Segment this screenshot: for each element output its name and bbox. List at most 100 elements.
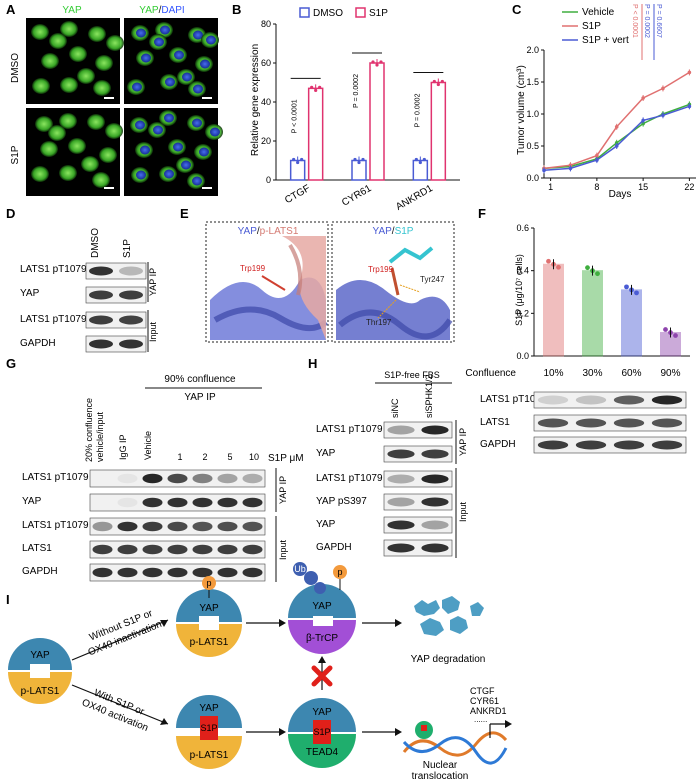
gene-ctgf: CTGF [470, 686, 495, 696]
panel-e: E YAP/p-LATS1 YAP/S1P Trp199 Trp199 Tyr2… [180, 206, 455, 343]
phospho-label-btrcp: p [337, 567, 342, 577]
panel-c-pvalue-3: P = 0.6607 [655, 4, 662, 38]
panel-h-group-input: Input [458, 501, 468, 522]
gene-cyr61: CYR61 [470, 696, 499, 706]
x-tick-label: CTGF [283, 183, 312, 206]
bar-point [414, 157, 418, 162]
p-value: P = 0.0002 [353, 74, 360, 108]
cell-body [49, 33, 67, 49]
blot-band [575, 440, 607, 450]
panel-c-pvalue-2: P = 0.0002 [643, 4, 650, 38]
nuclear-translocation-line2: translocation [412, 771, 469, 780]
chart-b: 0 20 40 60 80 CTGF P < 0.0001 CYR61 P = 0.0002 AN… [261, 19, 460, 213]
panel-c-pvalue-1: P < 0.0001 [631, 4, 638, 38]
blot-band [537, 418, 569, 428]
micrograph-grid [26, 18, 223, 196]
cell-body [87, 114, 105, 130]
bar-point [440, 79, 444, 84]
transcription-arrow-head [505, 720, 512, 728]
panel-e-letter: E [180, 206, 189, 221]
panel-g-group-input: Input [278, 539, 288, 560]
blot-band [89, 266, 113, 276]
cell-nucleus [136, 28, 146, 38]
blot-band [242, 521, 263, 532]
panel-h-row-1: LATS1 pT1079 [316, 424, 383, 435]
left-plats1-label: p-LATS1 [21, 686, 60, 697]
cell-nucleus [206, 35, 216, 45]
panel-h-header: S1P-free FBS [384, 370, 440, 380]
blot-band [537, 440, 569, 450]
panel-f-letter: F [478, 206, 486, 221]
panel-i-letter: I [6, 592, 10, 607]
y-tick-label: 2.0 [526, 45, 539, 55]
tead4-label: TEAD4 [306, 747, 339, 758]
bar [582, 270, 603, 357]
blot-band [192, 497, 213, 508]
cell-body [40, 141, 58, 157]
x-tick-label: 8 [594, 182, 599, 192]
y-tick-label: 0.0 [516, 351, 529, 361]
blot-band [387, 520, 415, 530]
legend-c-s1pvert: S1P + vert [582, 35, 629, 46]
cell-body [60, 21, 78, 37]
arrow-bottom-1-head [279, 728, 286, 736]
y-tick-label: 0.4 [516, 266, 529, 276]
blot-band [192, 473, 213, 484]
panel-h-col-sinc: siNC [390, 398, 400, 418]
btrcp-label: β-TrCP [306, 633, 338, 644]
cell-nucleus [173, 142, 183, 152]
panel-g-lane-2: 2 [202, 452, 207, 462]
y-tick-label: 0 [266, 175, 271, 185]
blot-f [533, 391, 687, 454]
top-plats1-label: p-LATS1 [190, 637, 229, 648]
panel-c-xlabel: Days [609, 189, 632, 200]
blot-band [167, 497, 188, 508]
panel-h: H S1P-free FBS siNC siSPHK1/2 LATS1 pT10… [308, 356, 468, 558]
legend-c-vehicle: Vehicle [582, 7, 615, 18]
cell-body [48, 125, 66, 141]
blot-band [421, 474, 449, 484]
cell-body [88, 26, 106, 42]
panel-h-row-5: YAP [316, 519, 336, 530]
cell-nucleus [192, 118, 202, 128]
blot-band [89, 290, 113, 300]
blot-band [92, 521, 113, 532]
panel-f-ylabel: S1P (μg/10⁷ cells) [514, 254, 524, 326]
blot-band [242, 567, 263, 578]
series-line [543, 71, 690, 170]
blot-band [117, 567, 138, 578]
blot-band [613, 440, 645, 450]
panel-d-col-s1p: S1P [122, 239, 133, 258]
blot-band [89, 315, 113, 325]
complex-btrcp: Ub p YAP β-TrCP [288, 562, 356, 654]
chart-f: 0.0 0.2 0.4 0.6 10% 30% 60% 90% [516, 223, 690, 379]
blot-band [217, 544, 238, 555]
blot-band [142, 521, 163, 532]
p-value: P = 0.0002 [414, 93, 421, 127]
blot-band [387, 497, 415, 507]
blot-band [387, 449, 415, 459]
x-tick-label: 60% [621, 368, 641, 379]
complex-top: p YAP p-LATS1 [176, 576, 242, 657]
residue-right-tyr247: Tyr247 [420, 275, 445, 284]
bar-point [546, 258, 551, 264]
cell-nucleus [200, 59, 210, 69]
bar-point [375, 63, 379, 67]
cell-nucleus [193, 84, 203, 94]
legend-b-s1p: S1P [369, 8, 388, 19]
fragment-3 [420, 618, 444, 636]
panel-c: C Tumor volume (cm³) 0.0 0.5 1.0 1.5 2.0 1 8 15… [512, 2, 696, 200]
y-tick-label: 1.5 [526, 77, 539, 87]
y-tick-label: 20 [261, 136, 271, 146]
panel-g-lane-5: 5 [227, 452, 232, 462]
bottom-s1p-label: S1P [200, 723, 217, 733]
panel-g-header-left-1: 20% confluence [84, 398, 94, 462]
phospho-circle-top [202, 576, 216, 590]
panel-h-letter: H [308, 356, 317, 371]
structure-left-title: YAP/p-LATS1 [238, 226, 299, 237]
bar-point [371, 60, 375, 64]
cell-body [69, 46, 87, 62]
cell-body [32, 78, 50, 94]
panel-g-row-4: LATS1 [22, 543, 52, 554]
cell-nucleus [199, 147, 209, 157]
